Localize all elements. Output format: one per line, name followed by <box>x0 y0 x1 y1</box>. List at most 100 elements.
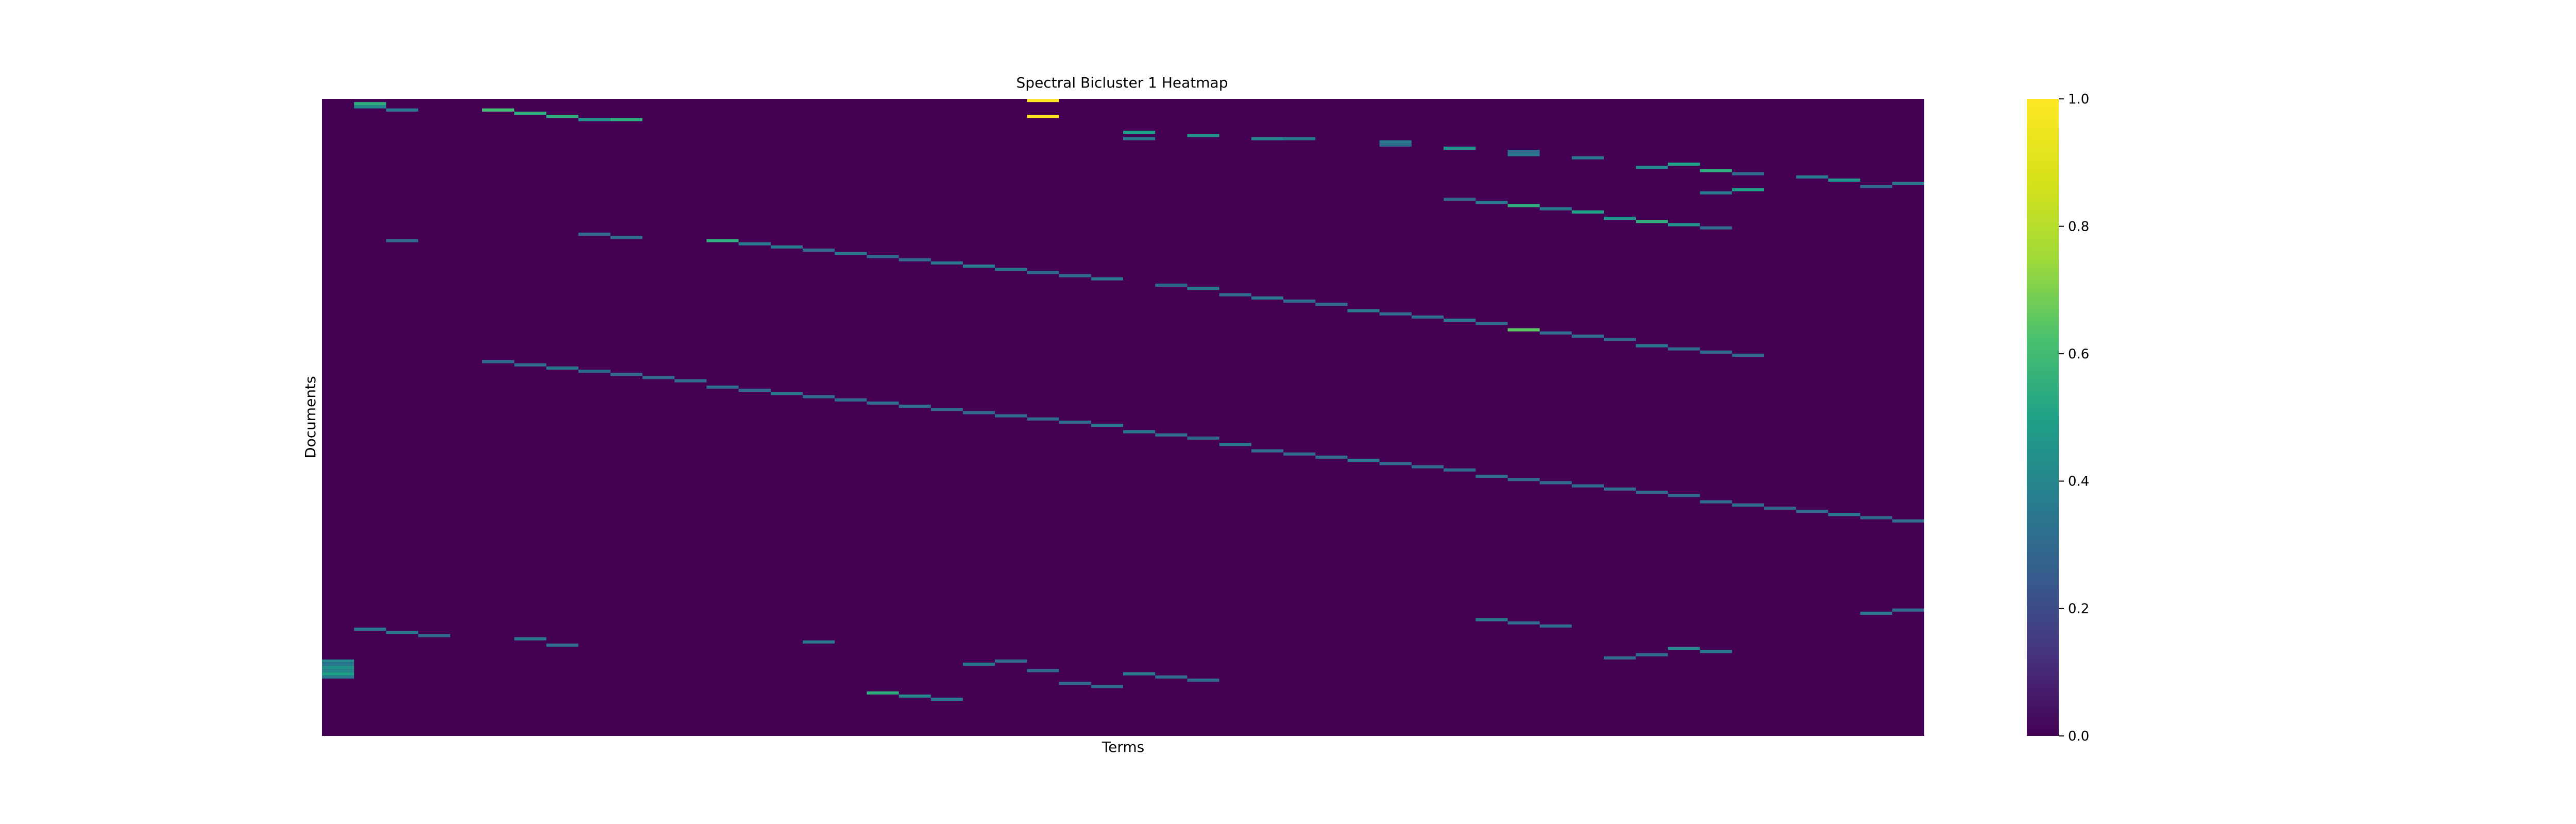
heatmap-cell <box>1347 309 1380 313</box>
colorbar-tick-label: 0.4 <box>2068 474 2089 489</box>
heatmap-cell <box>867 401 899 405</box>
heatmap-cell <box>1411 315 1444 319</box>
heatmap-cells <box>322 99 1924 701</box>
heatmap-cell <box>1476 200 1508 204</box>
heatmap-cell <box>1411 465 1444 469</box>
heatmap-cell <box>930 407 963 411</box>
heatmap-cell <box>706 385 739 389</box>
heatmap-cell <box>1476 618 1508 622</box>
heatmap-cell <box>1539 481 1572 485</box>
heatmap-cell <box>1700 350 1732 354</box>
heatmap-cell <box>1444 197 1476 201</box>
heatmap-cell <box>1732 188 1764 192</box>
heatmap-cell <box>642 376 675 380</box>
colorbar-ticks: 0.0 0.2 0.4 0.6 0.8 1.0 <box>2059 92 2089 744</box>
heatmap-cell <box>1251 449 1283 453</box>
heatmap-cell <box>1283 137 1316 141</box>
heatmap-cell <box>835 251 867 255</box>
heatmap-cell <box>1379 143 1412 147</box>
heatmap-cell <box>1507 204 1540 208</box>
heatmap-cell <box>1219 293 1251 297</box>
heatmap-cell <box>963 264 995 268</box>
heatmap-cell <box>1700 650 1732 654</box>
heatmap-cell <box>1860 185 1892 188</box>
heatmap-cell <box>514 363 547 367</box>
heatmap-cell <box>1027 669 1059 673</box>
heatmap-cell <box>1507 153 1540 157</box>
colorbar-tick-label: 0.0 <box>2068 729 2089 744</box>
colorbar-tick-label: 0.2 <box>2068 602 2089 617</box>
heatmap-cell <box>1860 611 1892 615</box>
heatmap-cell <box>1507 328 1540 332</box>
heatmap-cell <box>610 235 642 239</box>
heatmap-cell <box>1539 331 1572 335</box>
heatmap-cell <box>1764 506 1797 510</box>
heatmap-cell <box>354 627 386 631</box>
heatmap-cell <box>546 643 579 647</box>
heatmap-cell <box>1059 681 1091 685</box>
heatmap-cell <box>1187 134 1219 138</box>
heatmap-cell <box>1700 191 1732 195</box>
heatmap-cell <box>1539 624 1572 628</box>
heatmap-cell <box>1444 146 1476 150</box>
heatmap-cell <box>738 242 771 246</box>
heatmap-cell <box>418 634 450 638</box>
heatmap-cell <box>1027 114 1059 118</box>
heatmap-cell <box>803 248 835 252</box>
heatmap-cell <box>386 630 418 634</box>
heatmap-cell <box>1539 207 1572 211</box>
heatmap-cell <box>1668 162 1700 166</box>
heatmap-cell <box>1700 169 1732 173</box>
heatmap-cell <box>867 691 899 695</box>
heatmap-cell <box>1507 478 1540 482</box>
heatmap-cell <box>1668 493 1700 497</box>
heatmap-cell <box>1571 484 1604 488</box>
heatmap-cell <box>1315 455 1348 459</box>
heatmap-cell <box>1059 420 1091 424</box>
heatmap-cell <box>610 372 642 376</box>
heatmap-cell <box>770 392 803 396</box>
heatmap-cell <box>1700 226 1732 230</box>
heatmap-cell <box>1444 468 1476 472</box>
heatmap-cell <box>674 379 707 383</box>
heatmap-cell <box>1315 302 1348 306</box>
heatmap-cell <box>1668 646 1700 650</box>
heatmap-cell <box>899 404 931 408</box>
heatmap-cell <box>514 637 547 641</box>
heatmap-cell <box>995 414 1027 418</box>
heatmap-cell <box>322 665 354 670</box>
heatmap-cell <box>578 232 611 236</box>
heatmap-cell <box>803 640 835 644</box>
heatmap-cell <box>1892 181 1924 185</box>
heatmap-cell <box>770 245 803 249</box>
heatmap-cell <box>1379 462 1412 466</box>
heatmap-cell <box>1219 442 1251 447</box>
heatmap-cell <box>1027 270 1059 274</box>
heatmap-cell <box>1892 608 1924 612</box>
heatmap-cell <box>386 108 418 112</box>
heatmap-cell <box>354 105 386 109</box>
heatmap-cell <box>995 659 1027 663</box>
heatmap-cell <box>706 239 739 243</box>
heatmap-cell <box>1187 286 1219 290</box>
heatmap-cell <box>1732 353 1764 357</box>
heatmap-cell <box>867 255 899 259</box>
heatmap-cell <box>1123 130 1156 134</box>
heatmap-cell <box>514 111 547 115</box>
heatmap-cell <box>1476 321 1508 325</box>
heatmap-cell <box>1251 137 1283 141</box>
heatmap-cell <box>1700 500 1732 504</box>
heatmap-cell <box>1187 436 1219 440</box>
heatmap-cell <box>1444 318 1476 322</box>
heatmap-cell <box>1892 519 1924 523</box>
heatmap-cell <box>1732 503 1764 507</box>
heatmap-cell <box>1668 347 1700 351</box>
heatmap-cell <box>1636 165 1668 169</box>
heatmap-cell <box>386 239 418 243</box>
heatmap-cell <box>1604 337 1636 341</box>
heatmap-cell <box>1123 672 1156 676</box>
heatmap-cell <box>1604 487 1636 491</box>
heatmap-cell <box>1379 312 1412 316</box>
heatmap-cell <box>578 369 611 373</box>
y-axis-label: Documents <box>302 376 319 458</box>
